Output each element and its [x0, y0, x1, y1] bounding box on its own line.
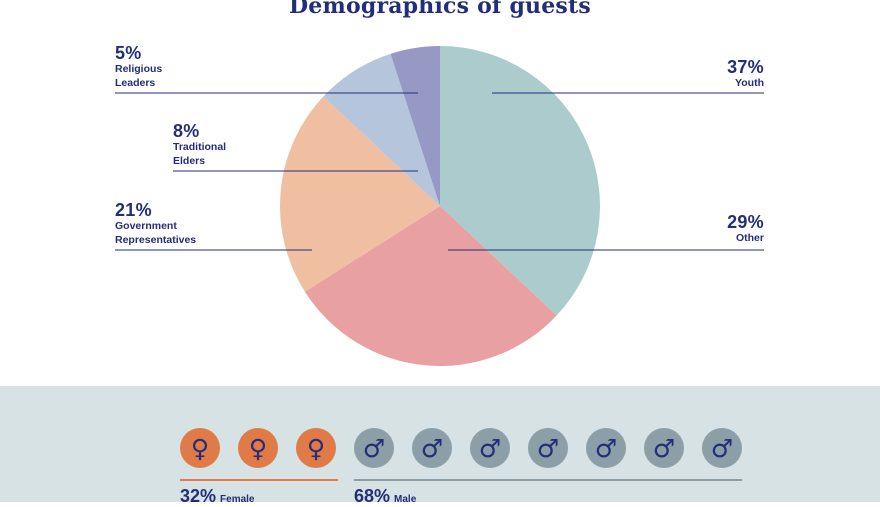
slice-category-religious-leaders: Leaders [115, 76, 156, 89]
male-icon: ♂ [644, 428, 684, 468]
slice-label-religious-leaders: 5% Religious Leaders [115, 43, 162, 90]
slice-category-other: Other [735, 232, 764, 244]
female-label: Female [220, 494, 255, 505]
pie-slice-youth [440, 46, 600, 316]
slice-label-youth: 37% Youth [727, 57, 764, 91]
pie-slice-other [304, 206, 557, 366]
pie-slice-religious-leaders [390, 46, 440, 206]
male-icon: ♂ [412, 428, 452, 468]
female-stat: 32% Female [180, 486, 255, 507]
chart-title: Demographics of guests [289, 0, 591, 19]
slice-category-government-representatives: Representatives [115, 233, 197, 246]
male-icon: ♂ [354, 428, 394, 468]
male-icon: ♂ [528, 428, 568, 468]
slice-label-other: 29% Other [727, 212, 764, 246]
male-underline [354, 479, 742, 481]
slice-category-youth: Youth [735, 77, 764, 89]
slice-category-traditional-elders: Elders [173, 154, 206, 167]
slice-percent-religious-leaders: 5% [115, 43, 142, 63]
slice-category-religious-leaders: Religious [115, 63, 163, 75]
slice-percent-youth: 37% [727, 57, 764, 77]
slice-percent-government-representatives: 21% [115, 200, 152, 220]
male-icon: ♂ [586, 428, 626, 468]
female-percent: 32% [180, 486, 217, 506]
male-stat: 68% Male [354, 486, 416, 507]
female-icon: ♀ [238, 428, 278, 468]
male-icon: ♂ [470, 428, 510, 468]
slice-percent-traditional-elders: 8% [173, 121, 200, 141]
slice-category-traditional-elders: Traditional [173, 141, 227, 153]
male-label: Male [394, 494, 417, 505]
male-percent: 68% [354, 486, 391, 506]
female-icon: ♀ [296, 428, 336, 468]
gender-panel: ♀ ♀ ♀ ♂ ♂ ♂ ♂ ♂ ♂ ♂ 32% Female 68% Male [0, 386, 880, 506]
pie-slice-traditional-elders [323, 53, 440, 206]
female-underline [180, 479, 338, 481]
slice-label-government-representatives: 21% Government Representatives [115, 200, 196, 247]
male-icon: ♂ [702, 428, 742, 468]
pie-slice-government-representatives [280, 96, 440, 292]
pie-chart [115, 46, 764, 366]
slice-category-government-representatives: Government [115, 220, 177, 232]
slice-percent-other: 29% [727, 212, 764, 232]
female-icon: ♀ [180, 428, 220, 468]
slice-label-traditional-elders: 8% Traditional Elders [173, 121, 226, 168]
